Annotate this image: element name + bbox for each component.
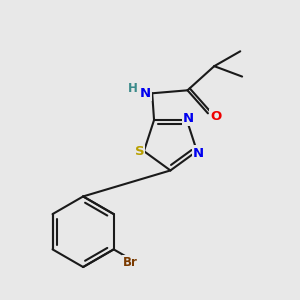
Text: O: O [211,110,222,123]
Text: N: N [193,146,204,160]
Text: Br: Br [123,256,138,269]
Text: H: H [128,82,138,95]
Text: S: S [135,145,144,158]
Text: N: N [183,112,194,125]
Text: N: N [140,87,151,100]
